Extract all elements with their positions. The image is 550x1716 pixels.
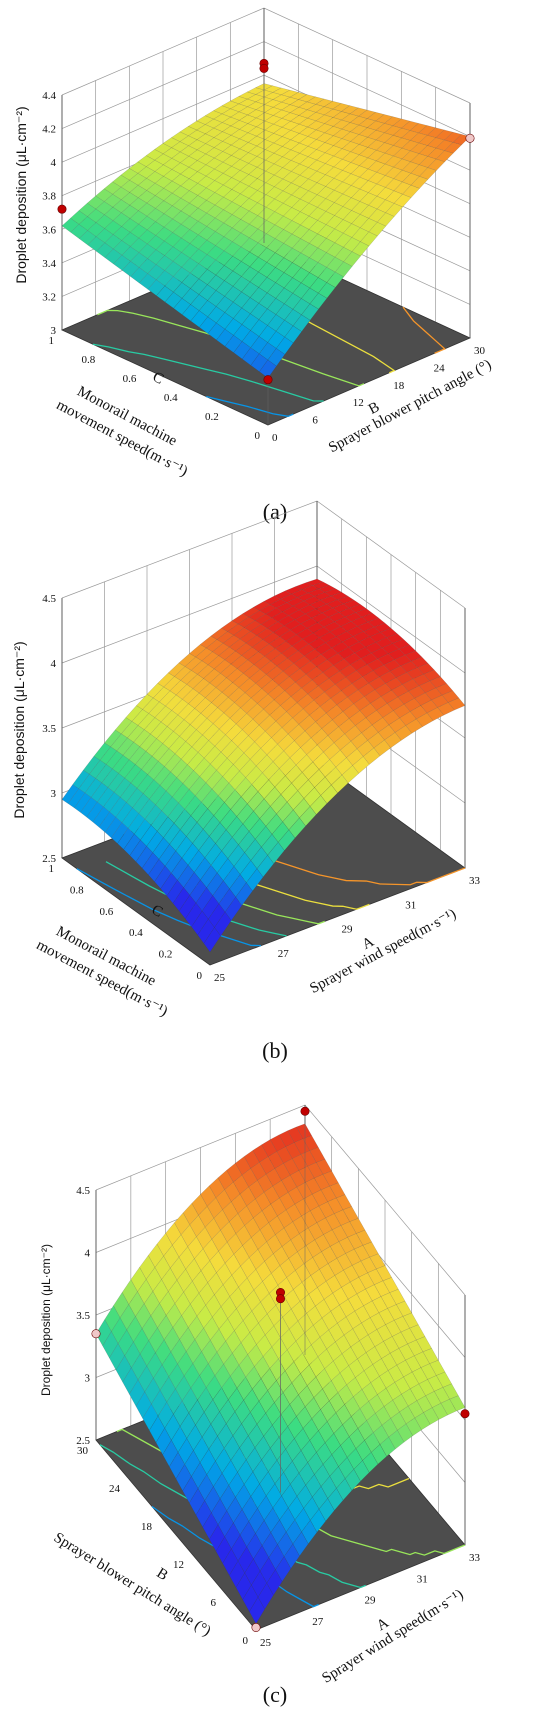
y-tick-label: 0 — [243, 1635, 249, 1647]
contour-line — [206, 395, 294, 417]
design-point — [275, 1294, 285, 1304]
x-tick-label: 33 — [469, 1552, 481, 1564]
design-point — [460, 1409, 470, 1419]
y-axis-letter: B — [154, 1565, 171, 1584]
y-tick-label: 24 — [109, 1483, 121, 1495]
design-point — [263, 375, 273, 385]
y-tick-label: 0.6 — [99, 906, 113, 918]
x-tick-label: 33 — [469, 875, 481, 887]
x-tick-label: 24 — [434, 362, 446, 374]
z-tick-label: 3.6 — [42, 224, 56, 236]
z-tick-label: 4.5 — [76, 1185, 90, 1197]
z-tick-label: 4 — [51, 157, 57, 169]
x-tick-label: 6 — [312, 415, 318, 427]
x-axis-label: Sprayer wind speed(m·s⁻¹) — [319, 1587, 466, 1687]
panel-c: 2.5 3 3.5 4 4.5 0 6 12 18 24 30 25 27 29 31 33 Droplet … — [39, 1104, 481, 1707]
y-tick-label: 0 — [255, 430, 261, 442]
design-point — [91, 1329, 101, 1339]
x-tick-label: 31 — [405, 899, 416, 911]
surface-patch — [203, 927, 221, 953]
z-tick-label: 4 — [85, 1248, 91, 1260]
z-tick-label: 4 — [51, 658, 57, 670]
z-tick-label: 3.2 — [42, 291, 56, 303]
z-tick-label: 4.2 — [42, 124, 56, 136]
contour-line — [206, 821, 466, 886]
z-tick-label: 4.4 — [42, 90, 56, 102]
z-axis-label: Droplet deposition (μL·cm⁻²) — [13, 106, 29, 283]
x-tick-label: 12 — [353, 397, 364, 409]
z-axis-label: Droplet deposition (μL·cm⁻²) — [39, 1244, 53, 1396]
panel-a: 3 3.2 3.4 3.6 3.8 4 4.2 4.4 0 0.2 0.4 0.6 0.8 1 0 6 12 18… — [13, 7, 494, 524]
design-point — [465, 133, 475, 143]
y-tick-label: 0 — [197, 970, 203, 982]
z-tick-label: 3 — [85, 1373, 91, 1385]
z-tick-label: 4.5 — [42, 593, 56, 605]
caption-b: (b) — [262, 1038, 288, 1063]
y-tick-label: 18 — [141, 1521, 153, 1533]
design-point — [259, 63, 269, 73]
z-tick-label: 3 — [51, 788, 57, 800]
x-tick-label: 18 — [393, 380, 405, 392]
x-tick-label: 29 — [342, 924, 354, 936]
caption-c: (c) — [263, 1682, 287, 1707]
design-point — [251, 1623, 261, 1633]
z-tick-label: 3.5 — [42, 723, 56, 735]
design-point — [57, 204, 67, 214]
x-tick-label: 29 — [365, 1595, 377, 1607]
z-tick-label: 2.5 — [76, 1435, 90, 1447]
contour-line — [92, 343, 324, 402]
x-tick-label: 30 — [474, 345, 486, 357]
panel-b: 2.5 3 3.5 4 4.5 0 0.2 0.4 0.6 0.8 1 25 27 29 31 33 Drop… — [11, 500, 481, 1063]
y-tick-label: 6 — [211, 1597, 217, 1609]
z-tick-label: 3.5 — [76, 1310, 90, 1322]
y-tick-label: 0.8 — [81, 354, 95, 366]
z-tick-label: 3.4 — [42, 258, 56, 270]
y-tick-label: 0.2 — [159, 949, 173, 961]
z-tick-label: 3.8 — [42, 191, 56, 203]
y-tick-label: 0.4 — [129, 927, 143, 939]
x-tick-label: 27 — [312, 1616, 324, 1628]
y-tick-label: 0.2 — [205, 411, 219, 423]
y-tick-label: 0.8 — [70, 884, 84, 896]
surface-patch — [249, 1596, 265, 1625]
design-point — [300, 1106, 310, 1116]
surface-patch — [259, 359, 277, 379]
z-tick-label: 2.5 — [42, 853, 56, 865]
x-tick-label: 0 — [272, 432, 278, 444]
y-tick-label: 12 — [173, 1559, 184, 1571]
x-tick-label: 25 — [260, 1637, 272, 1649]
z-axis-label: Droplet deposition (μL·cm⁻²) — [11, 641, 27, 818]
x-tick-label: 27 — [278, 948, 290, 960]
y-tick-label: 1 — [49, 335, 55, 347]
x-tick-label: 31 — [417, 1573, 428, 1585]
contour-line — [97, 309, 365, 387]
z-tick-label: 3 — [51, 325, 57, 337]
contour-line — [402, 306, 446, 354]
y-tick-label: 30 — [77, 1445, 89, 1457]
y-tick-label: 0.4 — [164, 392, 178, 404]
y-tick-label: 1 — [49, 863, 55, 875]
x-tick-label: 25 — [214, 972, 226, 984]
y-tick-label: 0.6 — [123, 373, 137, 385]
